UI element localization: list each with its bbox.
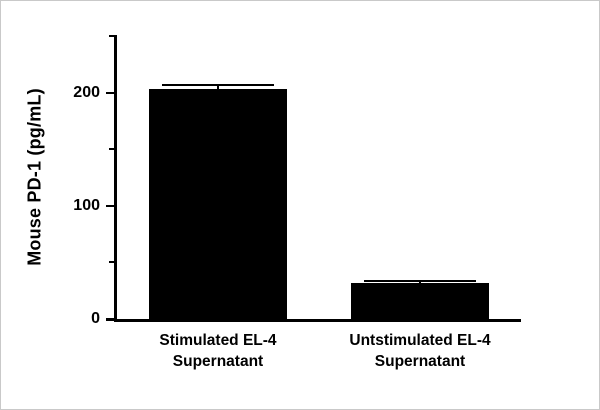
error-bar-cap xyxy=(364,279,476,282)
y-tick-label: 0 xyxy=(91,310,100,327)
error-bar-cap xyxy=(162,83,274,86)
y-minor-tick xyxy=(109,148,114,151)
x-category-label: Stimulated EL-4 Supernatant xyxy=(159,332,277,370)
y-major-tick xyxy=(106,318,114,321)
x-axis-line xyxy=(114,319,521,322)
x-category-label: Untstimulated EL-4 Supernatant xyxy=(349,332,491,370)
y-tick-label: 100 xyxy=(73,196,100,214)
y-major-tick xyxy=(106,91,114,95)
bar-1 xyxy=(149,89,287,319)
y-minor-tick xyxy=(109,35,114,37)
y-axis-line xyxy=(114,35,117,322)
error-bar-stem xyxy=(217,84,219,90)
y-axis-title: Mouse PD-1 (pg/mL) xyxy=(24,88,45,266)
y-minor-tick xyxy=(109,261,114,264)
error-bar-stem xyxy=(419,280,421,283)
y-tick-label: 200 xyxy=(73,83,100,101)
y-major-tick xyxy=(106,204,114,208)
bar-2 xyxy=(351,282,489,319)
